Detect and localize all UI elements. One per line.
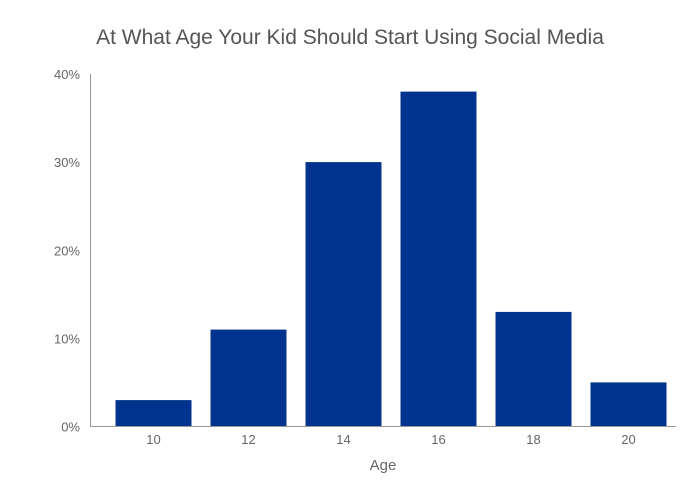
y-tick-label: 20% — [54, 243, 80, 258]
x-tick-label: 16 — [431, 432, 445, 447]
bar-age-12 — [210, 329, 287, 427]
y-axis-ticks: 0% 10% 20% 30% 40% — [54, 67, 80, 435]
x-axis-title: Age — [370, 457, 397, 474]
bar-age-20 — [590, 382, 667, 427]
x-axis-ticks: 10 12 14 16 18 20 — [146, 432, 635, 447]
x-tick-label: 14 — [336, 432, 350, 447]
y-tick-label: 10% — [54, 331, 80, 346]
chart-title: At What Age Your Kid Should Start Using … — [96, 26, 604, 49]
x-tick-label: 12 — [241, 432, 255, 447]
bar-age-18 — [495, 311, 572, 427]
bars-layer — [115, 91, 667, 427]
y-tick-label: 30% — [54, 155, 80, 170]
x-tick-label: 10 — [146, 432, 160, 447]
y-tick-label: 0% — [61, 420, 80, 435]
x-tick-label: 20 — [621, 432, 635, 447]
bar-age-16 — [400, 91, 477, 427]
y-tick-label: 40% — [54, 67, 80, 82]
bar-age-10 — [115, 400, 192, 427]
x-tick-label: 18 — [526, 432, 540, 447]
bar-age-14 — [305, 162, 382, 427]
